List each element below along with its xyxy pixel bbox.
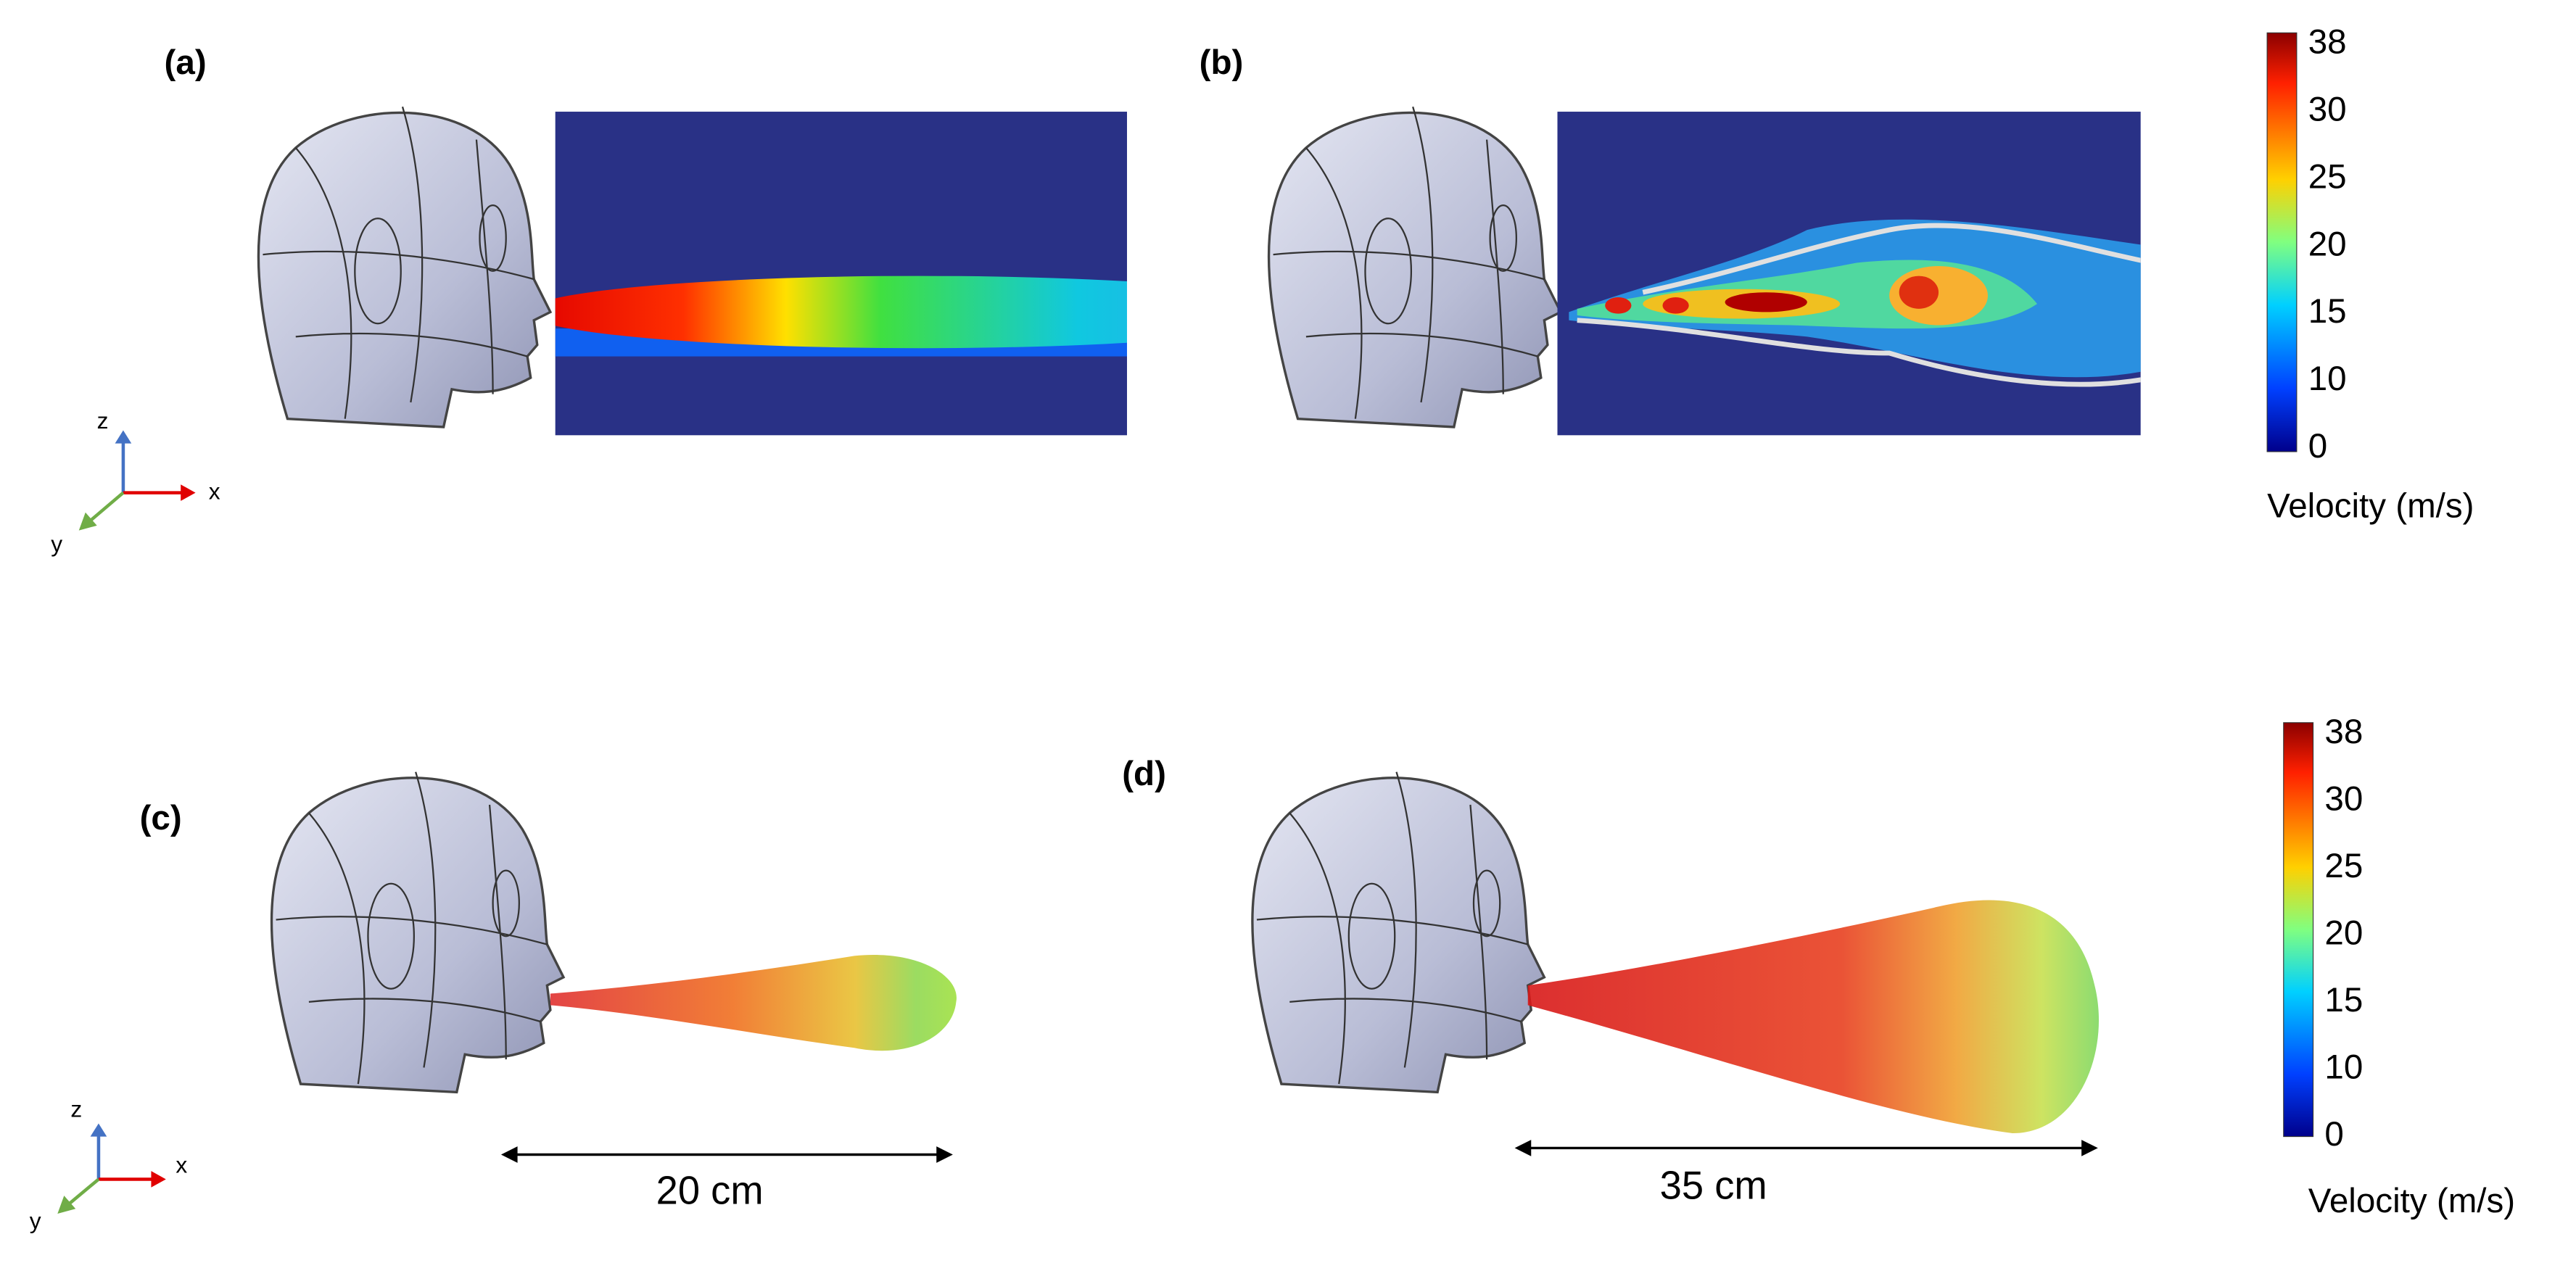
colorbar: Velocity (m/s) 38 30 25 20 15 10 0 — [2266, 23, 2474, 526]
distance-arrow — [1514, 1140, 2098, 1156]
colorbar-tick-label: 0 — [2324, 1115, 2343, 1154]
colorbar-label: Velocity (m/s) — [2267, 487, 2474, 526]
colorbar-tick-label: 15 — [2308, 292, 2347, 331]
colorbar-tick-label: 15 — [2324, 981, 2363, 1019]
droplet-spray — [550, 955, 957, 1051]
panel-label: (b) — [1200, 44, 1244, 82]
axis-label: y — [30, 1207, 41, 1233]
colorbar-tick-label: 30 — [2324, 780, 2363, 819]
distance-label: 20 cm — [656, 1168, 764, 1212]
axis-label: y — [51, 531, 62, 557]
axis-label: x — [176, 1151, 187, 1177]
axis-triad: z x y — [51, 407, 220, 557]
axis-label: x — [209, 479, 220, 505]
jet-plume — [1569, 219, 2141, 387]
colorbar-tick-label: 38 — [2324, 713, 2363, 751]
colorbar-scale — [2283, 722, 2314, 1138]
panel-label: (d) — [1122, 755, 1166, 793]
head-model — [257, 105, 552, 428]
droplet-spray — [1527, 900, 2100, 1134]
colorbar-label: Velocity (m/s) — [2308, 1182, 2515, 1220]
colorbar-tick-label: 10 — [2324, 1048, 2363, 1087]
colorbar: Velocity (m/s) 38 30 25 20 15 10 0 — [2283, 713, 2515, 1220]
distance-arrow — [500, 1146, 953, 1163]
distance-label: 35 cm — [1660, 1164, 1767, 1208]
panel-label: (c) — [140, 799, 182, 837]
colorbar-tick-label: 20 — [2324, 914, 2363, 953]
panel-label: (a) — [165, 44, 207, 82]
colorbar-tick-label: 38 — [2308, 23, 2347, 62]
velocity-field — [555, 112, 1128, 436]
colorbar-tick-label: 25 — [2308, 157, 2347, 196]
head-model — [1251, 770, 1546, 1094]
colorbar-tick-label: 10 — [2308, 360, 2347, 398]
head-model — [1267, 105, 1562, 428]
colorbar-scale — [2266, 32, 2298, 452]
axis-label: z — [97, 407, 109, 434]
colorbar-tick-label: 0 — [2308, 427, 2327, 465]
colorbar-tick-label: 20 — [2308, 225, 2347, 263]
colorbar-tick-label: 25 — [2324, 847, 2363, 885]
colorbar-tick-label: 30 — [2308, 91, 2347, 129]
axis-label: z — [70, 1096, 82, 1122]
head-model — [270, 770, 565, 1094]
jet-plume — [555, 276, 1128, 357]
axis-triad: z x y — [30, 1096, 188, 1233]
